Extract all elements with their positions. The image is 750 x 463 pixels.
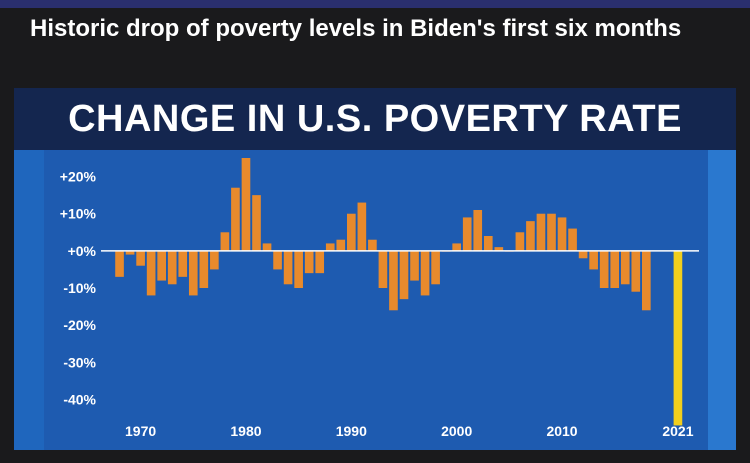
y-tick-label: -30%	[63, 354, 96, 370]
bar-1973	[167, 250, 177, 285]
bar-1980	[241, 158, 251, 251]
bar-1982	[262, 243, 272, 251]
chart-title: CHANGE IN U.S. POVERTY RATE	[68, 97, 682, 140]
y-axis: +20% +10% +0% -10% -20% -30% -40%	[60, 169, 97, 408]
headline: Historic drop of poverty levels in Biden…	[30, 15, 682, 42]
y-tick-label: -40%	[63, 391, 96, 407]
bar-1976	[199, 250, 209, 288]
bar-2016	[620, 250, 630, 285]
bar-1994	[389, 250, 398, 311]
y-tick-label: +10%	[60, 206, 97, 222]
bar-1971	[146, 250, 156, 296]
x-tick-label: 1990	[336, 423, 367, 439]
bar-1969	[125, 250, 135, 255]
bar-1992	[368, 239, 377, 251]
bar-2008	[536, 213, 546, 251]
bar-1995	[399, 250, 409, 300]
bar-1977	[210, 250, 219, 270]
bar-1988	[325, 243, 335, 251]
x-tick-label: 2021	[662, 423, 693, 439]
y-tick-label: +20%	[60, 169, 97, 185]
bar-1979	[231, 187, 240, 251]
bar-2001	[462, 217, 472, 251]
x-tick-label: 1970	[125, 423, 156, 439]
bar-2013	[589, 250, 598, 270]
bar-1997	[420, 250, 430, 296]
y-tick-label: +0%	[68, 243, 97, 259]
chart-frame: CHANGE IN U.S. POVERTY RATE +20% +10% +0% -…	[14, 88, 736, 450]
bar-1972	[157, 250, 166, 281]
bar-1996	[410, 250, 419, 281]
bar-1987	[315, 250, 325, 274]
chart-title-band: CHANGE IN U.S. POVERTY RATE	[14, 88, 736, 150]
bar-2006	[515, 232, 525, 251]
bar-2007	[526, 221, 535, 251]
x-tick-label: 1980	[230, 423, 261, 439]
bar-1981	[252, 195, 261, 251]
bar-1983	[273, 250, 282, 270]
bar-1968	[115, 250, 124, 277]
bar-1974	[178, 250, 188, 277]
bar-highlight-2021	[673, 250, 683, 426]
bar-2010	[557, 217, 567, 251]
bar-2014	[599, 250, 609, 288]
bar-1986	[304, 250, 314, 274]
bars	[115, 158, 683, 426]
bar-2004	[494, 247, 504, 251]
x-tick-label: 2000	[441, 423, 472, 439]
x-tick-label: 2010	[546, 423, 577, 439]
bar-2011	[568, 228, 577, 251]
bar-1985	[294, 250, 303, 288]
bar-2002	[473, 210, 483, 251]
bar-1998	[431, 250, 440, 285]
plot-area	[44, 150, 708, 450]
bar-1993	[378, 250, 388, 288]
bar-1989	[336, 239, 346, 251]
bar-1970	[136, 250, 145, 266]
bar-1975	[188, 250, 198, 296]
y-tick-label: -20%	[63, 317, 96, 333]
bar-1990	[347, 213, 356, 251]
y-tick-label: -10%	[63, 280, 96, 296]
top-bar	[0, 0, 750, 8]
bar-2009	[547, 213, 556, 251]
bar-1984	[283, 250, 293, 285]
bar-2000	[452, 243, 461, 251]
bar-2018	[642, 250, 651, 311]
bar-1991	[357, 202, 367, 251]
frame-right-panel	[708, 150, 736, 450]
bar-chart: +20% +10% +0% -10% -20% -30% -40% 1970 1980 1990…	[44, 150, 708, 450]
x-axis: 1970 1980 1990 2000 2010 2021	[125, 423, 694, 439]
bar-2015	[610, 250, 620, 288]
bar-2017	[631, 250, 641, 292]
frame-left-panel	[14, 150, 44, 450]
bar-1978	[220, 232, 230, 251]
bar-2003	[483, 236, 493, 251]
bar-2012	[578, 250, 588, 259]
